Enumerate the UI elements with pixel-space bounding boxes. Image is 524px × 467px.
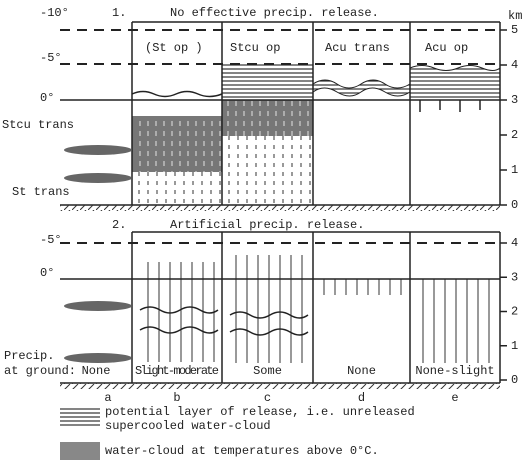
km-label: 3 <box>511 93 518 107</box>
cloud <box>64 145 132 155</box>
panel-2: 2. Artificial precip. release. -5° 0° Pr… <box>4 218 518 389</box>
supercooled-layer <box>313 80 410 96</box>
temp-label: -5° <box>40 51 62 65</box>
precip-value: None <box>347 364 376 378</box>
diagram: 1. No effective precip. release. km -10°… <box>0 0 524 467</box>
cloud-label: St trans <box>12 185 70 199</box>
column-letter: e <box>451 391 458 405</box>
cloud <box>64 173 132 183</box>
panel-title: No effective precip. release. <box>170 6 379 20</box>
precip-label: at ground: <box>4 364 76 378</box>
km-label: 0 <box>511 373 518 387</box>
km-label: 2 <box>511 305 518 319</box>
precip-value: None-slight <box>415 364 494 378</box>
cloud-label: Stcu trans <box>2 118 74 132</box>
cloud <box>64 353 132 363</box>
ground-hatch <box>60 383 500 389</box>
unit: km <box>508 9 522 23</box>
supercooled-layer <box>222 62 313 100</box>
column-letter: d <box>358 391 365 405</box>
virga <box>420 100 480 112</box>
precip-value: Slight-moderate <box>135 364 219 378</box>
ground-hatch <box>60 205 500 211</box>
km-label: 0 <box>511 198 518 212</box>
column-label: Acu op <box>425 41 468 55</box>
rain <box>414 279 498 367</box>
virga <box>318 279 406 295</box>
panel-number: 2. <box>112 218 126 232</box>
legend-swatch <box>60 408 100 426</box>
legend: potential layer of release, i.e. unrelea… <box>60 405 415 460</box>
km-label: 4 <box>511 236 518 250</box>
column-label: Acu trans <box>325 41 390 55</box>
km-label: 4 <box>511 58 518 72</box>
cloud-top <box>132 92 222 97</box>
column-letter: a <box>104 391 111 405</box>
km-label: 5 <box>511 23 518 37</box>
column-letter: b <box>173 391 180 405</box>
temp-label: -5° <box>40 233 62 247</box>
panel-1: 1. No effective precip. release. km -10°… <box>2 6 522 212</box>
panel-title: Artificial precip. release. <box>170 218 364 232</box>
legend-swatch <box>60 442 100 460</box>
km-label: 1 <box>511 163 518 177</box>
drizzle <box>132 172 222 205</box>
cloud <box>64 301 132 311</box>
temp-label: -10° <box>40 6 69 20</box>
legend-text: supercooled water-cloud <box>105 419 271 433</box>
km-label: 2 <box>511 128 518 142</box>
precip-value: None <box>82 364 111 378</box>
temp-label: 0° <box>40 91 54 105</box>
rain <box>228 255 310 365</box>
km-label: 1 <box>511 339 518 353</box>
legend-text: potential layer of release, i.e. unrelea… <box>105 405 415 419</box>
column-letter: c <box>264 391 271 405</box>
km-label: 3 <box>511 270 518 284</box>
column-letters: a b c d e <box>104 391 458 405</box>
drizzle <box>222 136 313 205</box>
precip-label: Precip. <box>4 349 54 363</box>
supercooled-layer <box>410 66 500 101</box>
precip-value: Some <box>253 364 282 378</box>
warm-cloud <box>222 100 313 136</box>
temp-label: 0° <box>40 266 54 280</box>
legend-text: water-cloud at temperatures above 0°C. <box>105 444 379 458</box>
column-label: Stcu op <box>230 41 280 55</box>
warm-cloud <box>132 116 222 172</box>
panel-number: 1. <box>112 6 126 20</box>
column-label: (St op ) <box>145 41 203 55</box>
